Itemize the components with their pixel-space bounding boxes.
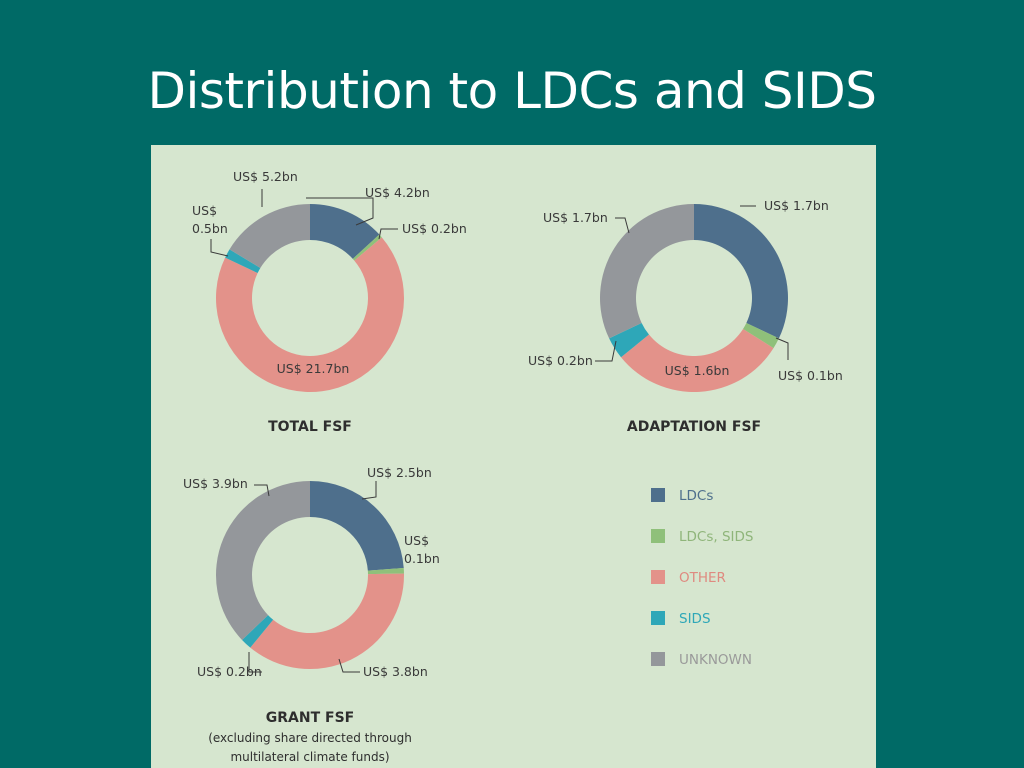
grant-fsf-leader-unknown <box>254 484 270 497</box>
total-fsf-donut-chart: US$ 4.2bn US$ 0.2bn US$ 21.7bn US$ 0.5bn US$ … <box>192 169 467 435</box>
total-fsf-slice-unknown <box>229 204 310 269</box>
total-fsf-slice-ldcs <box>310 204 380 259</box>
total-fsf-slice-ldcs-sids <box>352 234 382 261</box>
adaptation-fsf-slice-ldcs-sids <box>743 322 779 349</box>
adaptation-fsf-data-label-unknown: US$ 1.7bn <box>543 210 608 225</box>
figure-panel: US$ 4.2bn US$ 0.2bn US$ 21.7bn US$ 0.5bn US$ … <box>151 145 876 768</box>
total-fsf-data-label-other: US$ 21.7bn <box>277 361 350 376</box>
total-fsf-data-label-sids: US$ <box>192 203 217 218</box>
legend-swatch-unknown <box>651 652 665 666</box>
legend-swatch-ldcs <box>651 488 665 502</box>
adaptation-fsf-slice-other <box>621 328 774 393</box>
grant-fsf-chart-title: GRANT FSF <box>266 710 354 726</box>
adaptation-fsf-leader-ldcs-sids <box>775 337 789 360</box>
legend-swatch-sids <box>651 611 665 625</box>
legend-item-other: OTHER <box>651 570 726 586</box>
adaptation-fsf-data-label-ldcs: US$ 1.7bn <box>764 198 829 213</box>
grant-fsf-chart-subtitle: multilateral climate funds) <box>230 750 389 764</box>
legend-item-sids: SIDS <box>651 611 711 627</box>
total-fsf-slice-other <box>216 237 405 392</box>
grant-fsf-slice-unknown <box>216 481 310 640</box>
adaptation-fsf-leader-sids <box>595 340 617 362</box>
grant-fsf-leader-ldcs <box>361 481 377 500</box>
grant-fsf-slice-ldcs-sids <box>367 567 404 575</box>
legend-swatch-other <box>651 570 665 584</box>
grant-fsf-leader-other <box>338 658 360 673</box>
adaptation-fsf-donut-chart: US$ 1.7bn US$ 0.1bn US$ 1.6bn US$ 0.2bn US$ … <box>528 198 843 435</box>
grant-fsf-data-label-ldcs-sids: US$ <box>404 533 429 548</box>
donut-charts-figure: US$ 4.2bn US$ 0.2bn US$ 21.7bn US$ 0.5bn US$ … <box>183 169 843 764</box>
grant-fsf-data-label-ldcs-sids: 0.1bn <box>404 551 440 566</box>
grant-fsf-leader-sids <box>248 652 262 673</box>
adaptation-fsf-slice-sids <box>609 322 649 358</box>
legend-label-ldcs: LDCs <box>679 488 713 504</box>
adaptation-fsf-slice-unknown <box>600 204 694 339</box>
legend-label-other: OTHER <box>679 570 726 586</box>
adaptation-fsf-chart-title: ADAPTATION FSF <box>627 419 761 435</box>
adaptation-fsf-data-label-other: US$ 1.6bn <box>665 363 730 378</box>
slide-title: Distribution to LDCs and SIDS <box>147 62 877 120</box>
grant-fsf-data-label-other: US$ 3.8bn <box>363 664 428 679</box>
legend-label-unknown: UNKNOWN <box>679 652 752 668</box>
legend-item-ldcs-sids: LDCs, SIDS <box>651 529 753 545</box>
legend-item-ldcs: LDCs <box>651 488 713 504</box>
adaptation-fsf-data-label-ldcs-sids: US$ 0.1bn <box>778 368 843 383</box>
legend-swatch-ldcs-sids <box>651 529 665 543</box>
legend-label-sids: SIDS <box>679 611 711 627</box>
total-fsf-data-label-ldcs: US$ 4.2bn <box>365 185 430 200</box>
total-fsf-data-label-unknown: US$ 5.2bn <box>233 169 298 184</box>
adaptation-fsf-data-label-sids: US$ 0.2bn <box>528 353 593 368</box>
legend-item-unknown: UNKNOWN <box>651 652 752 668</box>
adaptation-fsf-slice-ldcs <box>694 204 788 339</box>
grant-fsf-donut-chart: US$ 2.5bn US$ 0.1bn US$ 3.8bn US$ 0.2bn US$ 3… <box>183 465 440 764</box>
total-fsf-leader-sids <box>210 239 229 257</box>
grant-fsf-data-label-ldcs: US$ 2.5bn <box>367 465 432 480</box>
adaptation-fsf-leader-unknown <box>615 217 630 234</box>
grant-fsf-data-label-unknown: US$ 3.9bn <box>183 476 248 491</box>
grant-fsf-slice-ldcs <box>310 481 404 571</box>
total-fsf-leader-ldcs <box>306 197 374 226</box>
total-fsf-leader-ldcs-sids <box>378 228 398 240</box>
charts-layer: US$ 4.2bn US$ 0.2bn US$ 21.7bn US$ 0.5bn US$ … <box>183 169 843 764</box>
total-fsf-chart-title: TOTAL FSF <box>268 419 352 435</box>
grant-fsf-chart-subtitle: (excluding share directed through <box>208 731 412 745</box>
total-fsf-data-label-ldcs-sids: US$ 0.2bn <box>402 221 467 236</box>
total-fsf-slice-sids <box>225 249 261 274</box>
grant-fsf-slice-other <box>250 573 405 670</box>
legend: LDCs LDCs, SIDS OTHER SIDS UNKNOWN <box>651 488 753 668</box>
total-fsf-data-label-sids: 0.5bn <box>192 221 228 236</box>
grant-fsf-slice-sids <box>242 615 274 648</box>
legend-label-ldcs-sids: LDCs, SIDS <box>679 529 753 545</box>
grant-fsf-data-label-sids: US$ 0.2bn <box>197 664 262 679</box>
